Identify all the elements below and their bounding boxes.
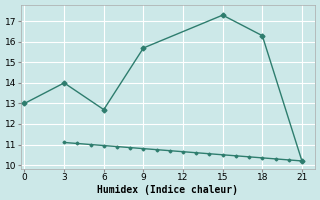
X-axis label: Humidex (Indice chaleur): Humidex (Indice chaleur) [97,185,238,195]
